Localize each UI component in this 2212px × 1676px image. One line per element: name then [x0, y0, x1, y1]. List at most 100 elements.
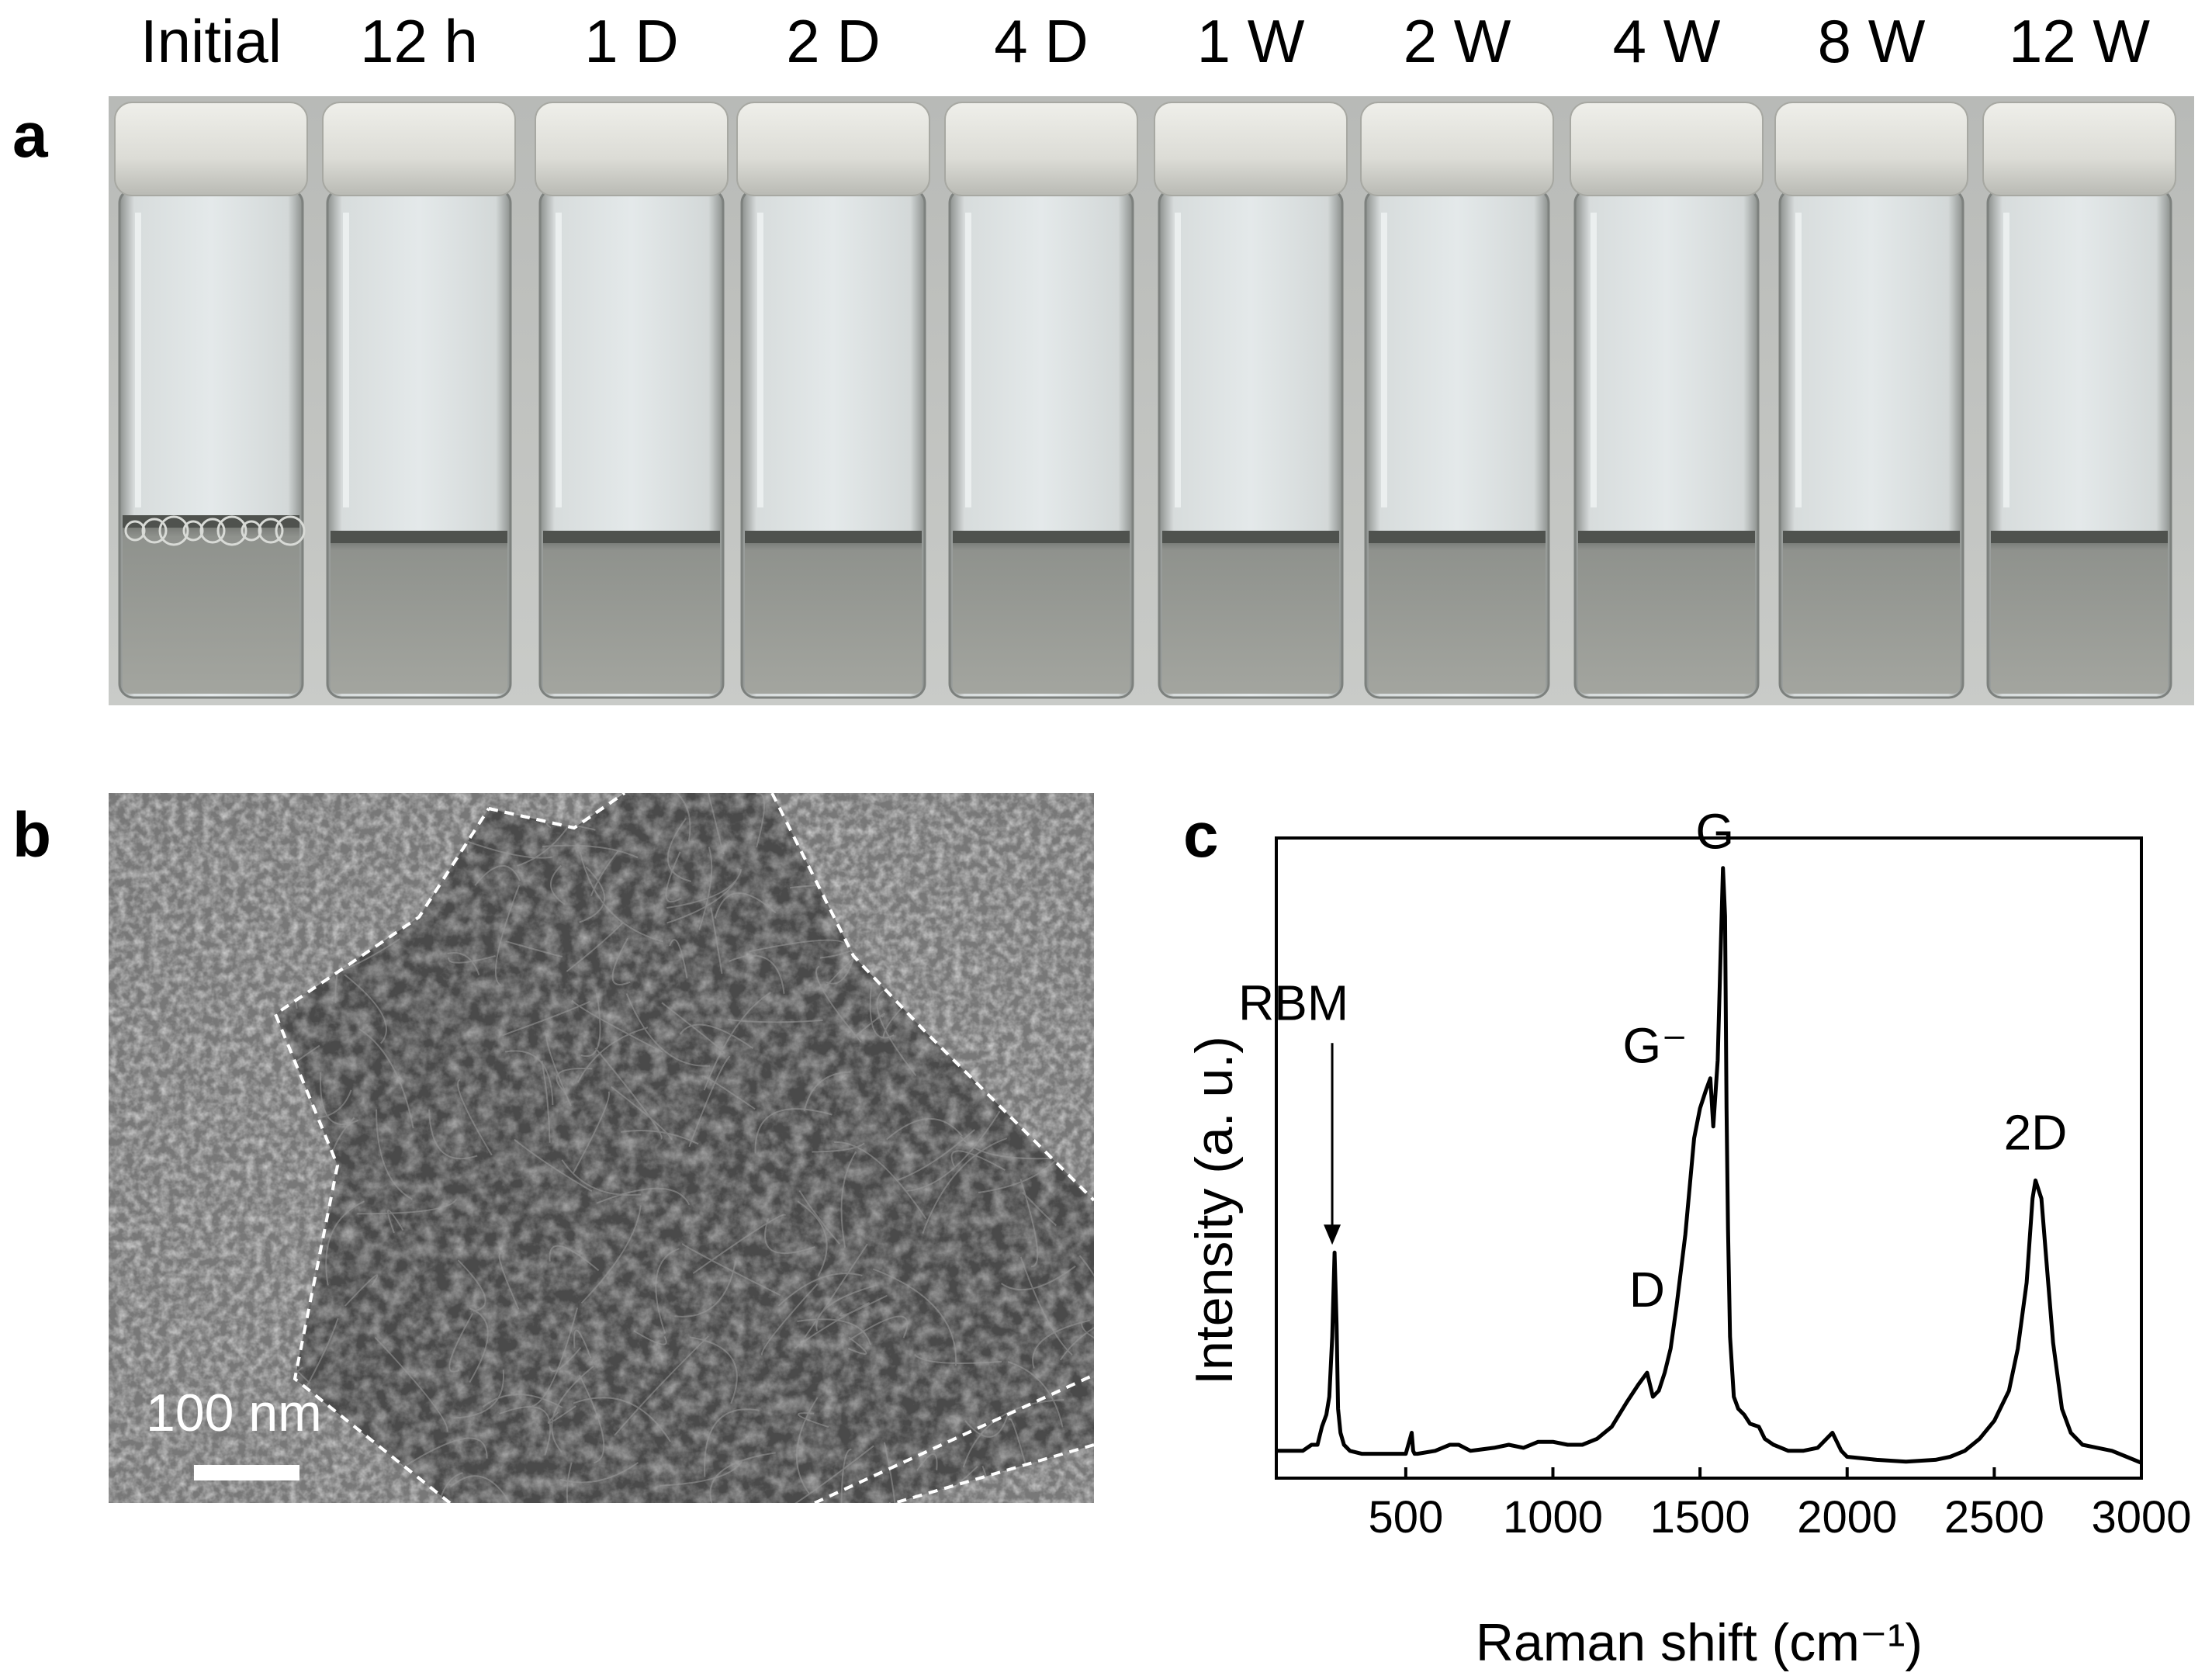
nanotube-fiber [1078, 1255, 1094, 1306]
nanotube-fiber [916, 1453, 938, 1471]
nanotube-fiber [789, 1445, 874, 1503]
nanotube-fiber [549, 864, 566, 906]
vial [114, 102, 308, 699]
nanotube-fiber [674, 1258, 737, 1318]
vial-label: 4 D [994, 7, 1089, 75]
nanotube-fiber [883, 1442, 897, 1503]
vial [1982, 102, 2176, 699]
nanotube-fiber [812, 1142, 865, 1153]
nanotube-fiber [834, 1141, 927, 1220]
nanotube-fiber [679, 1023, 754, 1050]
nanotube-fiber [840, 1449, 852, 1503]
vial-label: Initial [140, 7, 282, 75]
nanotube-fiber [531, 1307, 579, 1408]
nanotube-fiber [689, 1336, 738, 1404]
nanotube-fiber [964, 1411, 1009, 1438]
peak-annotation: RBM [1238, 975, 1348, 1030]
nanotube-fiber [579, 851, 664, 943]
nanotube-fiber [590, 850, 619, 896]
nanotube-fiber [959, 1135, 1054, 1160]
vial-label: 1 W [1196, 7, 1305, 75]
nanotube-fiber [566, 921, 625, 972]
nanotube-fiber [541, 1060, 551, 1143]
scale-bar [194, 1465, 299, 1480]
x-tick-label: 1500 [1650, 1492, 1750, 1543]
nanotube-fiber [661, 1002, 725, 1054]
x-axis-label: Raman shift (cm⁻¹) [1476, 1613, 1923, 1672]
nanotube-fiber [795, 1397, 819, 1494]
rbm-arrow-head [1324, 1224, 1341, 1245]
nanotube-fiber [756, 793, 766, 848]
nanotube-fiber [566, 1462, 619, 1503]
nanotube-fiber [815, 1284, 878, 1331]
nanotube-fiber [714, 892, 777, 919]
nanotube-fiber [803, 1071, 851, 1111]
nanotube-fiber [275, 1044, 320, 1110]
nanotube-fiber [698, 847, 713, 930]
vial [944, 102, 1138, 699]
nanotube-fiber [407, 1437, 488, 1466]
peak-annotation: G [1695, 804, 1734, 860]
nanotube-fiber [498, 1252, 520, 1310]
nanotube-fiber [659, 1459, 744, 1487]
nanotube-fiber [573, 1329, 592, 1359]
nanotube-fiber [325, 1200, 365, 1286]
nanotube-fiber [1019, 1256, 1073, 1356]
nanotube-fiber [703, 992, 771, 1091]
nanotube-fiber [688, 1055, 731, 1148]
nanotube-fiber [798, 1189, 840, 1245]
nanotube-fiber [669, 939, 688, 979]
nanotube-fiber [580, 1205, 642, 1304]
nanotube-fiber [666, 868, 743, 909]
vial [1154, 102, 1348, 699]
nanotube-fiber [760, 1283, 819, 1356]
nanotube-fiber [501, 1000, 591, 1037]
nanotube-fiber [579, 866, 606, 923]
nanotube-fiber [727, 1019, 823, 1023]
nanotube-fiber [374, 1336, 448, 1432]
peak-annotation: D [1629, 1262, 1665, 1318]
nanotube-fiber [703, 793, 725, 855]
nanotube-fiber [610, 1086, 673, 1141]
vial [322, 102, 516, 699]
vial-label: 12 W [2008, 7, 2151, 75]
nanotube-fiber [950, 1150, 1006, 1171]
nanotube-fiber [545, 1034, 572, 1106]
nanotube-fiber [853, 1013, 886, 1039]
nanotube-fiber [957, 1465, 988, 1503]
raman-chart: 500 1000 1500 2000 2500 3000 RBM D G⁻ G 2D Raman … [1185, 804, 2192, 1672]
nanotube-fiber [494, 885, 521, 986]
raman-spectrum-line [1276, 866, 2142, 1465]
nanotube-fiber [448, 955, 496, 964]
nanotube-fiber [815, 965, 862, 1043]
nanotube-fiber [580, 992, 601, 1058]
nanotube-fiber [1007, 1361, 1064, 1428]
nanotube-fiber [461, 838, 553, 859]
nanotube-fiber [665, 851, 682, 903]
scale-bar-label: 100 nm [146, 1383, 322, 1442]
nanotube-fiber [556, 1068, 593, 1093]
vial-label: 12 h [360, 7, 478, 75]
nanotube-fiber [447, 952, 480, 976]
nanotube-fiber [701, 1075, 756, 1110]
nanotube-fiber [469, 1307, 489, 1383]
nanotube-fiber [849, 1315, 909, 1341]
vial-label: 1 D [584, 7, 679, 75]
nanotube-fiber [681, 1243, 781, 1296]
nanotube-fiber [872, 1268, 957, 1366]
nanotube-fiber [914, 1353, 1002, 1364]
nanotube-fiber [428, 1109, 478, 1160]
peak-annotation: G⁻ [1622, 1018, 1688, 1074]
nanotube-fiber [514, 1138, 593, 1192]
nanotube-fiber [709, 1452, 776, 1503]
sem-texture [109, 793, 1094, 1503]
nanotube-fiber [804, 1243, 868, 1338]
nanotube-fiber [551, 1365, 594, 1453]
nanotube-fiber [542, 844, 639, 859]
y-axis-label: Intensity (a. u.) [1185, 1036, 1244, 1385]
nanotube-fiber [754, 1108, 833, 1154]
nanotube-fiber [344, 1274, 379, 1307]
vial [1774, 102, 1968, 699]
nanotube-fiber [561, 1159, 641, 1196]
vial [535, 102, 729, 699]
